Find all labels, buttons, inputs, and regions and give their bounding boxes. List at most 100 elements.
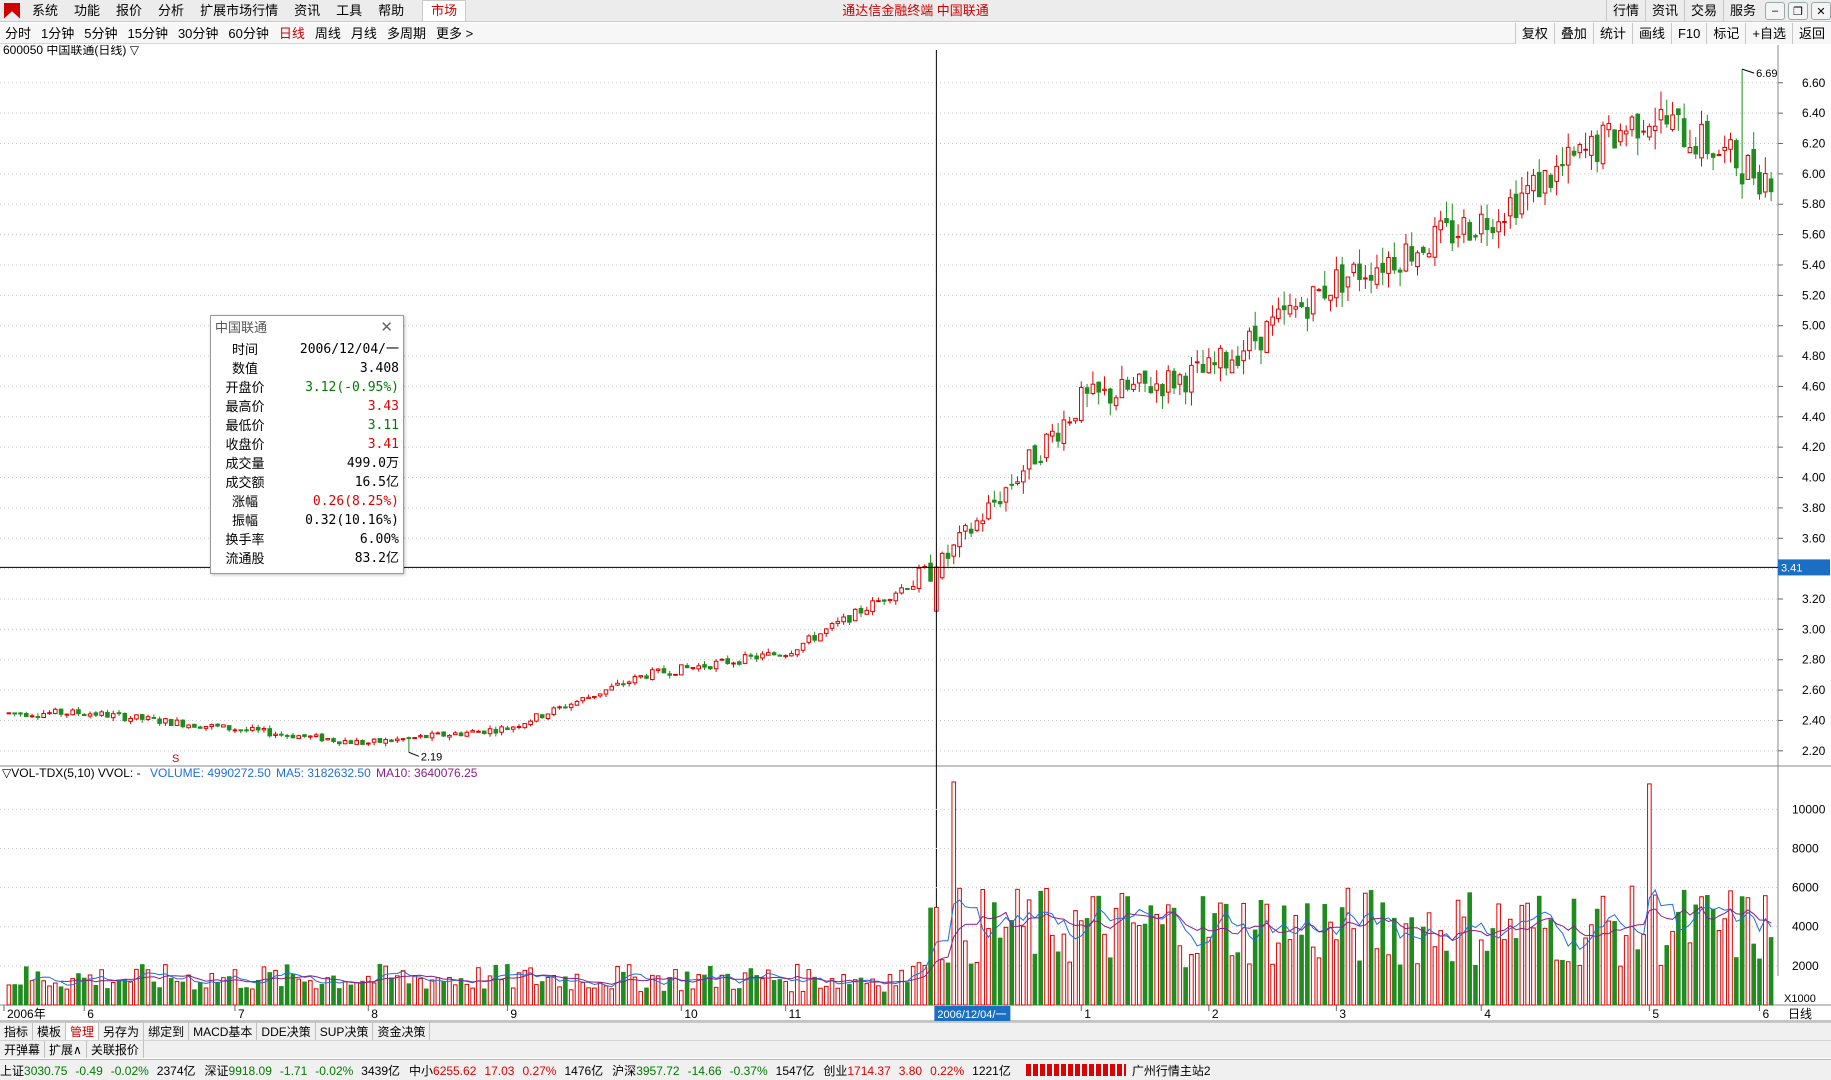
menu-item-market[interactable]: 市场 (422, 0, 467, 21)
volume-bar (1397, 964, 1403, 1006)
volume-bar (1345, 887, 1351, 1006)
volume-bar (545, 976, 551, 1006)
period-tab[interactable]: 分时 (5, 25, 32, 41)
chart-tool-button[interactable]: 统计 (1592, 23, 1632, 44)
chart-tool-button[interactable]: +自选 (1745, 23, 1792, 44)
period-tab[interactable]: 多周期 (386, 25, 426, 41)
index-quote[interactable]: 上证3030.75 -0.49 -0.02% 2374亿 (0, 1062, 196, 1079)
chart-tool-button[interactable]: 返回 (1791, 23, 1831, 44)
indicator-tab[interactable]: MACD基本 (189, 1023, 258, 1040)
indicator-tab[interactable]: 指标 (0, 1023, 34, 1040)
volume-bar (203, 987, 209, 1006)
candle-body (139, 714, 145, 720)
index-quote[interactable]: 创业1714.37 3.80 0.22% 1221亿 (823, 1062, 1011, 1079)
volume-bar (1571, 898, 1577, 1006)
restore-icon[interactable]: ❐ (1788, 2, 1808, 20)
index-change: 17.03 (484, 1063, 515, 1078)
indicator-tab[interactable]: 另存为 (99, 1023, 145, 1040)
candle-body (255, 726, 261, 731)
menu-item[interactable]: 系统 (32, 2, 59, 18)
volume-bar (1763, 895, 1768, 1006)
signal-icon (1025, 1064, 1126, 1076)
top-right-button[interactable]: 行情 (1605, 0, 1645, 22)
candle-body (1206, 357, 1212, 374)
candle-body (1293, 306, 1299, 310)
candle-body (128, 717, 133, 722)
menu-item[interactable]: 功能 (74, 2, 101, 18)
period-tab[interactable]: 5分钟 (84, 25, 118, 41)
chart-tool-button[interactable]: 叠加 (1553, 23, 1593, 44)
chart-tool-button[interactable]: 复权 (1514, 23, 1554, 44)
period-tab[interactable]: 更多 > (435, 25, 474, 41)
close-icon[interactable]: ✕ (1811, 2, 1831, 20)
price-tick-label: 4.80 (1802, 349, 1826, 363)
period-tab[interactable]: 30分钟 (177, 25, 219, 41)
volume-bar (1467, 892, 1472, 1006)
menu-item[interactable]: 分析 (158, 2, 185, 18)
menu-item[interactable]: 报价 (116, 2, 143, 18)
period-tab[interactable]: 60分钟 (228, 25, 269, 41)
menu-item[interactable]: 扩展市场行情 (200, 2, 279, 18)
menu-item[interactable]: 工具 (336, 2, 363, 18)
menu-item[interactable]: 帮助 (378, 2, 405, 18)
candle-body (302, 734, 307, 737)
candle-body (719, 658, 725, 661)
info-key: 成交额 (225, 475, 265, 490)
minimize-icon[interactable]: – (1765, 2, 1785, 20)
info-panel-title: 中国联通 (215, 320, 268, 335)
extra-tab[interactable]: 开弹幕 (0, 1041, 46, 1058)
candle-body (551, 707, 557, 715)
candle-body (539, 714, 545, 719)
volume-bar (76, 973, 81, 1006)
candle-body (597, 693, 603, 697)
volume-bar (81, 977, 87, 1006)
candle-body (1757, 172, 1762, 195)
candle-body (528, 720, 533, 726)
period-tab[interactable]: 周线 (314, 25, 341, 41)
top-right-button[interactable]: 服务 (1722, 0, 1762, 22)
index-value: 3957.72 (636, 1063, 680, 1078)
close-icon[interactable]: ✕ (380, 319, 393, 336)
candle-body (116, 712, 122, 715)
app-logo-icon[interactable] (4, 2, 20, 19)
index-quote[interactable]: 中小6255.62 17.03 0.27% 1476亿 (409, 1062, 603, 1079)
indicator-tab[interactable]: 绑定到 (144, 1023, 190, 1040)
index-quote[interactable]: 深证9918.09 -1.71 -0.02% 3439亿 (205, 1062, 401, 1079)
indicator-tab[interactable]: SUP决策 (316, 1023, 374, 1040)
volume-bar (1392, 917, 1397, 1006)
volume-bar (1525, 902, 1530, 1006)
chart-tool-button[interactable]: 标记 (1706, 23, 1746, 44)
indicator-tab[interactable]: DDE决策 (257, 1023, 316, 1040)
indicator-tab[interactable]: 管理 (66, 1023, 100, 1040)
volume-bar (586, 987, 591, 1006)
volume-bar (180, 981, 186, 1006)
volume-bar (632, 976, 638, 1006)
info-value: 83.2亿 (354, 551, 399, 566)
candle-body (1658, 108, 1664, 121)
chart-tool-button[interactable]: F10 (1670, 23, 1707, 44)
volume-bar (1490, 928, 1496, 1006)
period-tab[interactable]: 月线 (350, 25, 377, 41)
candle-body (1647, 125, 1652, 138)
kline-chart[interactable]: 600050 中国联通(日线) ▽ 6.60 6.40 6.20 6.00 5.80 5.6… (0, 45, 1831, 1022)
extra-tab[interactable]: 关联报价 (87, 1041, 144, 1058)
indicator-tab[interactable]: 模板 (33, 1023, 67, 1040)
indicator-tab[interactable]: 资金决策 (373, 1023, 431, 1040)
period-tab[interactable]: 日线 (278, 25, 305, 41)
candle-body (992, 499, 997, 503)
index-quote[interactable]: 沪深3957.72 -14.66 -0.37% 1547亿 (612, 1062, 814, 1079)
top-right-button[interactable]: 交易 (1683, 0, 1723, 22)
time-tick-label: 4 (1484, 1007, 1491, 1021)
candle-body (1055, 432, 1061, 442)
extra-tab[interactable]: 扩展∧ (45, 1041, 87, 1058)
volume-bar (1212, 913, 1217, 1006)
volume-bar (708, 965, 713, 1006)
period-tab[interactable]: 1分钟 (41, 25, 75, 41)
time-tick-label: 10 (684, 1007, 698, 1021)
chart-tool-button[interactable]: 画线 (1631, 23, 1671, 44)
top-right-button[interactable]: 资讯 (1644, 0, 1684, 22)
volume-bar (696, 974, 702, 1006)
menu-item[interactable]: 资讯 (294, 2, 321, 18)
period-tab[interactable]: 15分钟 (127, 25, 168, 41)
volume-bar (429, 979, 435, 1006)
